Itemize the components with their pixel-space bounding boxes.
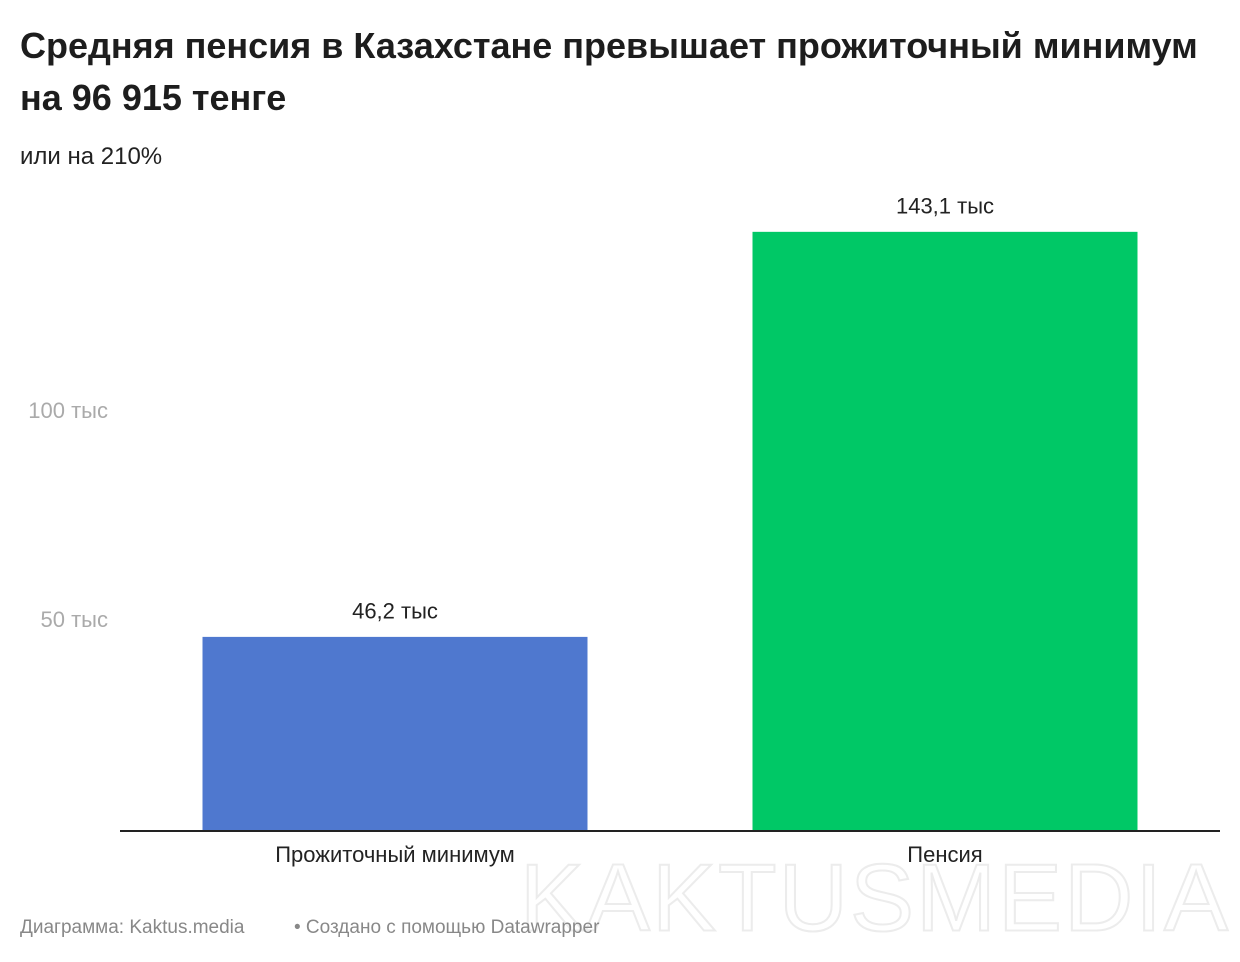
value-label: 46,2 тыс: [352, 599, 438, 624]
chart-subtitle: или на 210%: [20, 143, 163, 170]
source: Диаграмма: Kaktus.media: [20, 917, 245, 938]
x-tick-label: Прожиточный минимум: [275, 842, 515, 867]
credit: • Создано с помощью Datawrapper: [294, 917, 600, 938]
y-tick-label: 50 тыс: [41, 607, 108, 632]
chart-title: Средняя пенсия в Казахстане превышает пр…: [20, 25, 1198, 118]
x-tick-label: Пенсия: [907, 842, 982, 867]
value-label: 143,1 тыс: [896, 194, 994, 219]
bar: [752, 231, 1138, 831]
y-tick-label: 100 тыс: [28, 398, 108, 423]
bar: [202, 636, 588, 830]
watermark: KAKTUSMEDIA: [520, 844, 1230, 951]
